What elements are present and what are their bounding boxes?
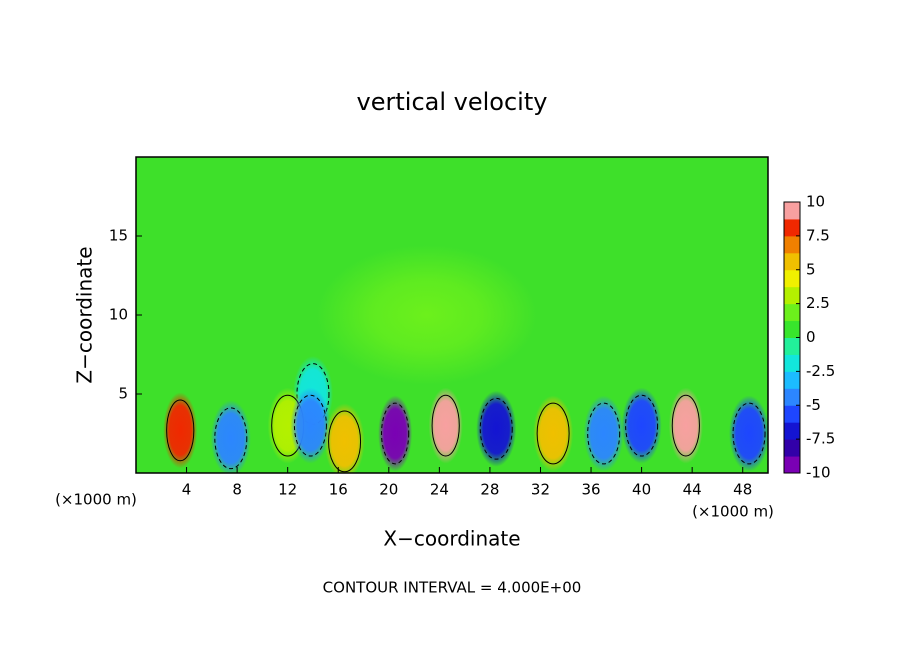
colorbar-segment: [784, 202, 800, 220]
velocity-cell: [428, 387, 463, 464]
colorbar-segment: [784, 235, 800, 254]
colorbar-segment: [784, 354, 800, 372]
colorbar-segment: [784, 337, 800, 355]
colorbar-segment: [784, 388, 800, 406]
chart-title: vertical velocity: [357, 88, 548, 116]
x-tick-label: 20: [379, 481, 398, 499]
colorbar-segment: [784, 456, 800, 474]
velocity-cell: [290, 387, 331, 464]
colorbar-tick-label: 2.5: [806, 294, 830, 312]
colorbar-tick-label: 5: [806, 260, 816, 278]
colorbar-tick-label: -2.5: [806, 362, 835, 380]
velocity-cell: [476, 390, 517, 467]
y-tick-label: 15: [109, 227, 128, 245]
velocity-cell: [316, 245, 537, 385]
colorbar-segment: [784, 218, 800, 237]
y-tick-label: 10: [109, 306, 128, 324]
velocity-cell: [533, 395, 574, 472]
x-unit-label: (×1000 m): [692, 503, 774, 521]
x-tick-label: 48: [733, 481, 752, 499]
x-tick-label: 28: [480, 481, 499, 499]
velocity-cell: [583, 395, 624, 472]
contour-line: [214, 407, 248, 470]
contour-line: [166, 399, 195, 462]
x-tick-label: 4: [182, 481, 192, 499]
colorbar-tick-label: -7.5: [806, 430, 835, 448]
contour-line: [536, 402, 570, 465]
velocity-cell: [729, 395, 768, 472]
colorbar-tick-label: 0: [806, 328, 816, 346]
colorbar-segment: [784, 303, 800, 322]
x-axis-label: X−coordinate: [383, 527, 520, 551]
x-tick-label: 12: [278, 481, 297, 499]
x-tick-label: 16: [329, 481, 348, 499]
velocity-cell: [324, 403, 365, 473]
colorbar-segment: [784, 320, 800, 338]
x-tick-label: 24: [430, 481, 449, 499]
velocity-cell: [163, 392, 198, 469]
colorbar-segment: [784, 269, 800, 288]
x-tick-label: 8: [232, 481, 242, 499]
colorbar-segment: [784, 439, 800, 457]
colorbar-segment: [784, 371, 800, 389]
contour-line: [587, 402, 621, 465]
x-tick-label: 40: [632, 481, 651, 499]
x-tick-label: 44: [683, 481, 702, 499]
colorbar-tick-label: -10: [806, 464, 831, 482]
velocity-cell: [668, 387, 703, 464]
contour-line: [671, 394, 700, 457]
velocity-cell: [621, 387, 662, 464]
colorbar-segment: [784, 422, 800, 440]
field: [163, 245, 768, 473]
y-axis-label: Z−coordinate: [73, 246, 97, 383]
y-tick-label: 5: [118, 385, 128, 403]
velocity-cell: [378, 395, 413, 472]
contour-line: [328, 410, 362, 473]
contour-line: [625, 394, 659, 457]
contour-line: [479, 397, 513, 460]
x-unit-label: (×1000 m): [55, 491, 137, 509]
colorbar-segment: [784, 286, 800, 305]
colorbar-tick-label: -5: [806, 396, 821, 414]
x-tick-label: 32: [531, 481, 550, 499]
colorbar-segment: [784, 252, 800, 271]
velocity-cell: [210, 400, 251, 473]
footer-note: CONTOUR INTERVAL = 4.000E+00: [323, 579, 582, 597]
contour-line: [381, 402, 410, 465]
contour-line: [431, 394, 460, 457]
colorbar-tick-label: 7.5: [806, 226, 830, 244]
colorbar-segment: [784, 405, 800, 423]
colorbar-tick-label: 10: [806, 193, 825, 211]
contour-line: [732, 402, 766, 465]
x-tick-label: 36: [581, 481, 600, 499]
